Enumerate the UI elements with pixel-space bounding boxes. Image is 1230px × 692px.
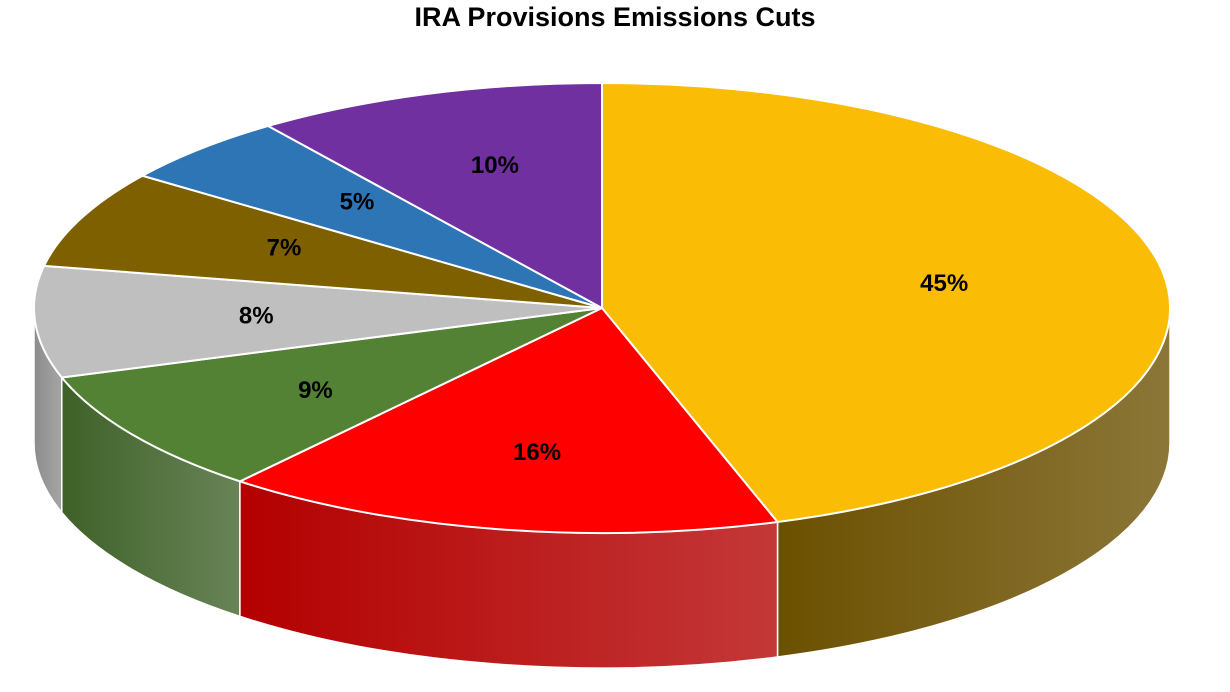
pie-slice-4 bbox=[43, 174, 603, 309]
pie-sides bbox=[33, 307, 1171, 669]
slice-label-2: 9% bbox=[298, 377, 333, 404]
slice-label-4: 7% bbox=[267, 234, 302, 261]
pie-slice-0 bbox=[601, 82, 1172, 523]
slice-label-3: 8% bbox=[239, 303, 274, 330]
pie-slice-1 bbox=[238, 307, 779, 535]
slice-label-0: 45% bbox=[920, 270, 968, 297]
chart-title: IRA Provisions Emissions Cuts bbox=[414, 2, 816, 32]
pie-slice-3 bbox=[33, 264, 603, 379]
pie-labels: 45% 16% 9% 8% 7% 5% 10% bbox=[239, 152, 968, 466]
pie-slice-5 bbox=[141, 124, 603, 309]
pie-slice-6 bbox=[267, 82, 603, 309]
pie-tops bbox=[33, 82, 1172, 535]
pie-slice-2 bbox=[60, 307, 603, 483]
slice-label-6: 10% bbox=[471, 152, 519, 179]
slice-label-5: 5% bbox=[340, 188, 375, 215]
slice-label-1: 16% bbox=[513, 439, 561, 466]
